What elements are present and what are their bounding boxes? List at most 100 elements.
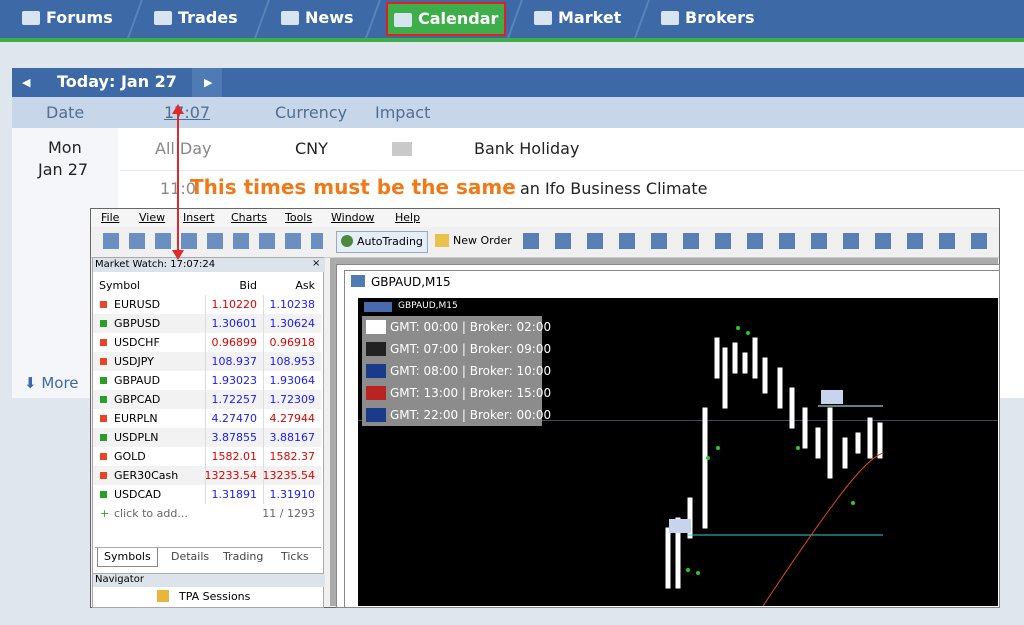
bid: 108.937 [211,355,258,368]
col-divider [263,333,264,352]
session-text: GMT: 13:00 | Broker: 15:00 [390,386,552,400]
candles [665,326,884,606]
more-text[interactable]: More [41,374,79,392]
bid: 1.30601 [211,317,258,330]
new-order-label[interactable]: New Order [453,234,512,247]
ask: 1.10238 [269,298,316,311]
session-row: GMT: 08:00 | Broker: 10:00 [362,360,551,382]
nav-tab[interactable]: Market [528,0,621,38]
col-currency: Currency [275,103,348,122]
ask: 0.96918 [269,336,316,349]
bid: 1.72257 [211,393,258,406]
autotrading-label[interactable]: AutoTrading [357,235,423,248]
nav-bar: Forums Trades News Calendar Market Brokers [0,0,1024,38]
flag [366,320,386,334]
col-divider [205,466,206,485]
bid: 4.27470 [211,412,258,425]
annotation: This times must be the same [190,175,516,199]
hdr-symbol: Symbol [99,279,140,292]
col-time[interactable]: 17:07 [164,103,211,122]
mw-row[interactable]: EURUSD 1.10220 1.10238 [93,295,321,314]
tab-separator [634,0,650,38]
trend-icon [100,377,107,384]
mw-row[interactable]: GBPUSD 1.30601 1.30624 [93,314,321,333]
nav-item[interactable]: TPA Sessions [179,590,251,603]
flag [366,408,386,422]
trend-icon [100,453,107,460]
menu-item[interactable]: View [139,211,166,224]
session-row: GMT: 22:00 | Broker: 00:00 [362,404,551,426]
col-divider [205,409,206,428]
tab-separator [365,0,381,38]
nav-tab[interactable]: Forums [16,0,113,38]
menu-item[interactable]: File [101,211,120,224]
mw-title: Market Watch: 17:07:24 [93,258,325,272]
col-divider [263,314,264,333]
mw-tab[interactable]: Ticks [281,550,309,563]
symbol: EURPLN [114,412,158,425]
menu-item[interactable]: Help [395,211,421,224]
trend-icon [100,396,107,403]
col-divider [263,295,264,314]
col-divider [263,352,264,371]
session-text: GMT: 08:00 | Broker: 10:00 [390,364,552,378]
menu-item[interactable]: Charts [231,211,267,224]
bid: 3.87855 [211,431,258,444]
bid: 1.93023 [211,374,258,387]
tab-separator [507,0,523,38]
session-text: GMT: 07:00 | Broker: 09:00 [390,342,552,356]
toolbar: AutoTrading New Order [91,227,999,258]
mw-tab[interactable]: Trading [223,550,264,563]
next-btn[interactable]: ▶ [192,68,222,97]
ask: 1582.37 [269,450,316,463]
mw-tab[interactable]: Symbols [97,548,158,567]
mw-row[interactable]: USDPLN 3.87855 3.88167 [93,428,321,447]
mw-row[interactable]: USDCHF 0.96899 0.96918 [93,333,321,352]
trend-icon [100,301,107,308]
chart-flags [364,302,392,312]
mw-tabs: Symbols Details Trading Ticks [95,547,321,568]
symbol-count: 11 / 1293 [262,507,315,520]
mw-row[interactable]: GBPAUD 1.93023 1.93064 [93,371,321,390]
add-symbol[interactable]: click to add... [114,507,188,520]
trend-icon [100,491,107,498]
menu-item[interactable]: Window [331,211,375,224]
mw-row[interactable]: USDCAD 1.31891 1.31910 [93,485,321,504]
col-divider [263,447,264,466]
flag [366,342,386,356]
autotrading-btn[interactable]: AutoTrading [336,231,428,253]
tab-separator [254,0,270,38]
nav-tab[interactable]: News [275,0,354,38]
ask: 3.88167 [269,431,316,444]
nav-tab[interactable]: Brokers [655,0,755,38]
col-divider [205,333,206,352]
symbol: GBPCAD [114,393,161,406]
nav-tab[interactable]: Trades [148,0,238,38]
new-order-btn[interactable]: New Order [433,231,513,251]
mw-row[interactable]: GOLD 1582.01 1582.37 [93,447,321,466]
nav-icon [157,590,169,602]
mw-row[interactable]: USDJPY 108.937 108.953 [93,352,321,371]
mw-close[interactable]: × [312,258,321,269]
tab-icon [154,11,172,25]
mw-row[interactable]: EURPLN 4.27470 4.27944 [93,409,321,428]
col-divider [205,390,206,409]
prev-arrow[interactable]: ◀ [22,76,31,89]
mw-row[interactable]: GBPCAD 1.72257 1.72309 [93,390,321,409]
mw-add-row[interactable]: + click to add... 11 / 1293 [93,504,321,523]
session-text: GMT: 22:00 | Broker: 00:00 [390,408,552,422]
col-divider [263,371,264,390]
menu-item[interactable]: Insert [183,211,215,224]
nav-tab[interactable]: Calendar [386,2,507,36]
mw-tab[interactable]: Details [171,550,210,563]
flag [366,364,386,378]
ask: 1.30624 [269,317,316,330]
impact-icon [392,142,412,156]
col-divider [205,428,206,447]
more-link[interactable]: ⬇ More [24,374,79,392]
ask: 4.27944 [269,412,316,425]
session-row: GMT: 13:00 | Broker: 15:00 [362,382,551,404]
mw-row[interactable]: GER30Cash 13233.54 13235.54 [93,466,321,485]
col-divider [263,466,264,485]
menu-item[interactable]: Tools [285,211,313,224]
